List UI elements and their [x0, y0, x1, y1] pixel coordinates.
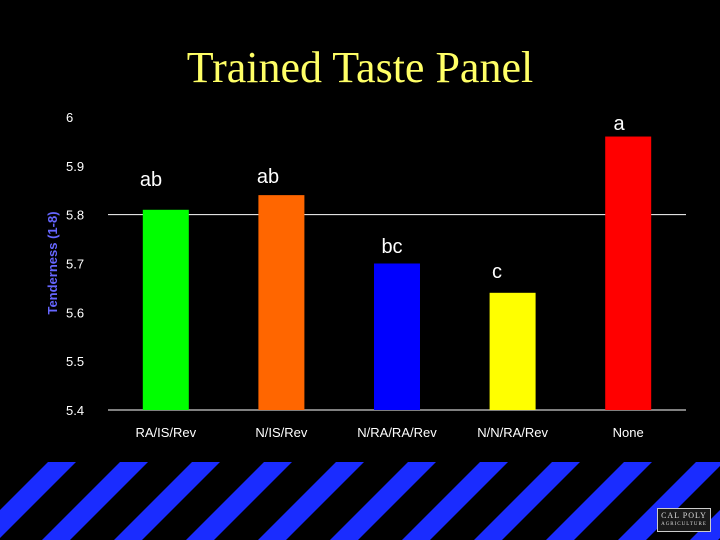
- x-tick-label-4: None: [613, 425, 644, 440]
- annotation-3: c: [492, 261, 502, 283]
- y-tick-label-3: 5.7: [66, 257, 84, 272]
- bar-0: [142, 209, 189, 410]
- stripe-5: [330, 462, 436, 540]
- stripe-0: [0, 462, 76, 538]
- y-tick-label-4: 5.6: [66, 305, 84, 320]
- y-tick-label-2: 5.8: [66, 208, 84, 223]
- bar-4: [605, 136, 652, 411]
- y-tick-label-5: 5.5: [66, 354, 84, 369]
- bar-2: [374, 263, 420, 410]
- stripe-3: [186, 462, 292, 540]
- slide-title: Trained Taste Panel: [186, 43, 534, 92]
- y-axis-label: Tenderness (1-8): [45, 211, 60, 314]
- bar-3: [489, 292, 536, 410]
- stripe-6: [402, 462, 508, 540]
- cal-poly-logo: CAL POLY AGRICULTURE: [657, 508, 711, 532]
- annotation-2: bc: [381, 236, 402, 258]
- annotation-4: a: [613, 113, 625, 135]
- annotation-0: ab: [140, 169, 162, 191]
- stripe-8: [546, 462, 652, 540]
- y-tick-label-6: 5.4: [66, 403, 84, 418]
- x-tick-label-0: RA/IS/Rev: [135, 425, 196, 440]
- bar-1: [258, 195, 305, 410]
- stripe-7: [474, 462, 580, 540]
- y-tick-label-0: 6: [66, 110, 73, 125]
- stripe-9: [618, 462, 720, 540]
- stripe-2: [114, 462, 220, 540]
- x-tick-label-2: N/RA/RA/Rev: [357, 425, 437, 440]
- stripe-1: [42, 462, 148, 540]
- logo-line-1: CAL POLY: [661, 511, 707, 520]
- y-tick-label-1: 5.9: [66, 159, 84, 174]
- stripe-4: [258, 462, 364, 540]
- logo-line-2: AGRICULTURE: [661, 522, 707, 527]
- x-tick-label-1: N/IS/Rev: [255, 425, 308, 440]
- x-tick-label-3: N/N/RA/Rev: [477, 425, 548, 440]
- annotation-1: ab: [257, 166, 279, 188]
